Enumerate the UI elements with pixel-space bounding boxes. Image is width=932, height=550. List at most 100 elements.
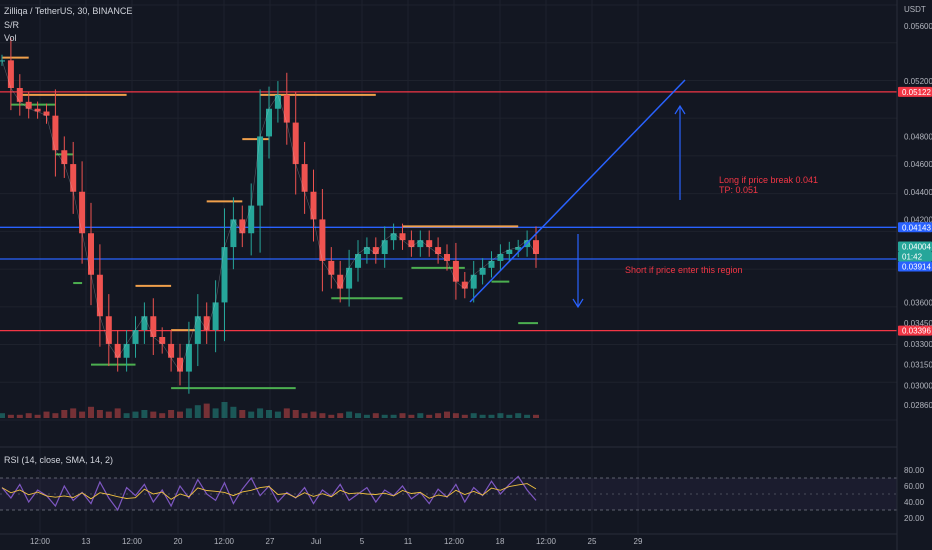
rsi-ma-line: [1, 483, 537, 500]
rsi-pane: [0, 475, 897, 512]
candle-body: [88, 233, 94, 275]
volume-bar: [43, 411, 50, 418]
price-tag-box: [898, 251, 932, 262]
volume-bar: [114, 408, 121, 418]
candle-body: [159, 337, 166, 344]
long-tp-note: TP: 0.051: [719, 185, 758, 195]
price-tag-box: [898, 222, 932, 233]
candle-body: [52, 115, 59, 151]
short-note: Short if price enter this region: [625, 265, 743, 275]
volume-bar: [177, 411, 183, 418]
volume-bar: [274, 411, 281, 418]
rsi-tick-label: 20.00: [904, 514, 925, 523]
volume-bar: [497, 413, 504, 418]
candle-body: [488, 260, 495, 268]
volume-bar: [533, 414, 539, 418]
volume-bars: [0, 402, 539, 418]
volume-bar: [7, 414, 14, 418]
price-tick-label: 0.03450: [904, 319, 932, 328]
candle-body: [248, 205, 255, 234]
candle-body: [372, 247, 379, 254]
volume-bar: [452, 413, 459, 418]
price-tag-box: [898, 241, 932, 252]
price-tag-label: 0.03914: [902, 263, 931, 272]
candle-body: [435, 247, 442, 254]
trend-drawings[interactable]: [469, 79, 686, 309]
candle-body: [132, 330, 139, 344]
volume-bar: [34, 414, 41, 418]
volume-bar: [372, 413, 379, 418]
volume-bar: [328, 414, 335, 418]
time-tick-label: 12:00: [214, 537, 235, 546]
price-axis[interactable]: 0.05600 0.05200 0.04800 0.04600 0.04400 0.042…: [896, 0, 932, 550]
volume-bar: [79, 411, 86, 418]
candle-body: [337, 274, 344, 289]
indicator-sr-label[interactable]: S/R: [4, 20, 20, 30]
time-axis[interactable]: 12:00 13 12:00 20 12:00 27 Jul 5 11 12:00 18 12:00 2…: [0, 533, 897, 546]
candle-body: [390, 233, 397, 241]
volume-bar: [61, 410, 68, 418]
volume-bar: [266, 410, 272, 418]
volume-bar: [408, 414, 415, 418]
price-line: [1, 60, 537, 373]
volume-bar: [88, 406, 94, 418]
indicator-vol-label[interactable]: Vol: [4, 33, 17, 43]
candle-body: [444, 254, 450, 261]
price-tag-box: [898, 86, 932, 97]
candle-body: [506, 249, 513, 254]
candle-body: [417, 240, 424, 248]
candle-body: [239, 219, 246, 234]
candle-body: [363, 247, 370, 254]
price-tick-label: 0.04600: [904, 160, 932, 169]
candle-body: [212, 302, 219, 331]
price-tick-label: 0.03000: [904, 381, 932, 390]
volume-bar: [212, 408, 219, 418]
price-tick-label: 0.03150: [904, 361, 932, 370]
price-tick-label: 0.04400: [904, 188, 932, 197]
time-tick-label: 5: [360, 537, 365, 546]
volume-bar: [0, 413, 5, 418]
candle-body: [426, 240, 433, 248]
time-tick-label: 11: [404, 537, 413, 546]
volume-bar: [105, 411, 112, 418]
candle-body: [461, 281, 468, 289]
horizontal-levels[interactable]: [0, 91, 897, 332]
time-tick-label: Jul: [311, 537, 321, 546]
candle-body: [381, 240, 388, 254]
volume-bar: [524, 414, 531, 418]
volume-bar: [132, 411, 139, 418]
candle-body: [319, 219, 326, 261]
volume-bar: [185, 408, 192, 418]
rsi-label[interactable]: RSI (14, close, SMA, 14, 2): [4, 455, 114, 465]
symbol-title[interactable]: Zilliqa / TetherUS, 30, BINANCE: [4, 6, 133, 16]
rsi-tick-label: 60.00: [904, 482, 925, 491]
volume-bar: [248, 411, 255, 418]
volume-bar: [515, 413, 522, 418]
candle-body: [301, 164, 308, 192]
volume-bar: [194, 405, 201, 418]
price-series: [0, 38, 539, 394]
volume-bar: [461, 414, 468, 418]
volume-bar: [346, 411, 353, 418]
volume-bar: [70, 408, 77, 418]
price-tag-label: 0.03396: [902, 327, 931, 336]
candle-body: [43, 111, 50, 116]
volume-bar: [310, 411, 317, 418]
price-tick-label: 0.05600: [904, 22, 932, 31]
candle-body: [452, 260, 459, 282]
price-tick-label: 0.04800: [904, 132, 932, 141]
volume-bar: [355, 413, 361, 418]
volume-bar: [337, 413, 344, 418]
trend-line[interactable]: [469, 79, 686, 303]
candle-body: [408, 240, 415, 248]
time-tick-label: 18: [496, 537, 505, 546]
candle-body: [328, 260, 335, 275]
candle-body: [257, 136, 264, 206]
volume-bar: [292, 410, 299, 418]
volume-bar: [417, 413, 424, 418]
candle-body: [25, 101, 32, 109]
candle-body: [185, 343, 192, 372]
